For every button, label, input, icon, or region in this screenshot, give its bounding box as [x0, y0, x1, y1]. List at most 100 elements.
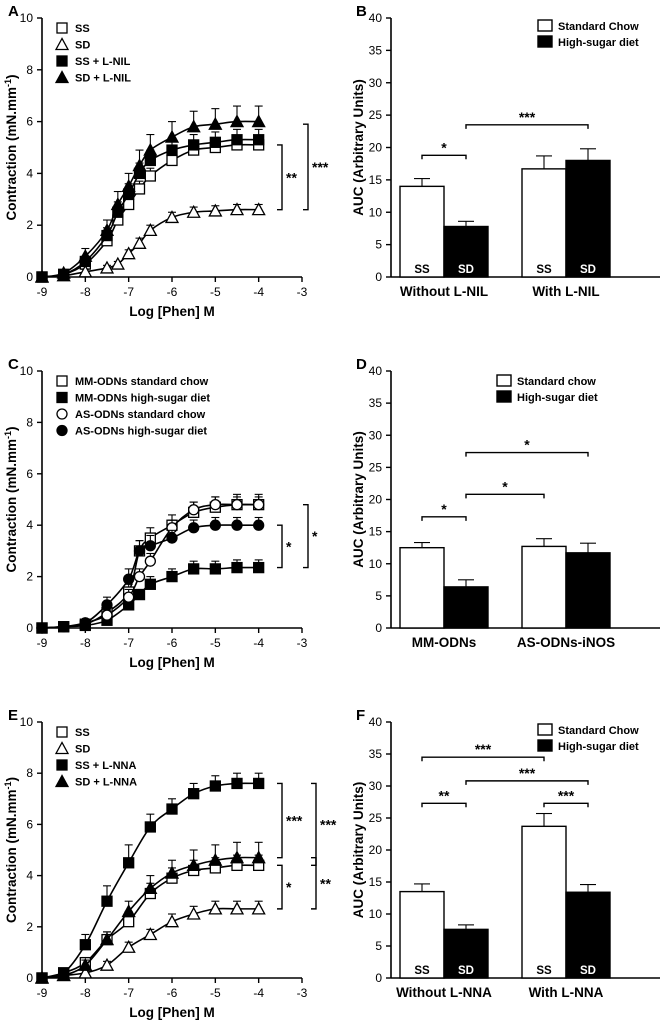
group-label: AS-ODNs-iNOS: [517, 635, 615, 650]
y-tick-label: 20: [369, 141, 383, 155]
x-tick-label: -5: [210, 285, 221, 299]
legend-swatch: [537, 723, 553, 736]
significance-bracket: [311, 782, 317, 867]
group-label: MM-ODNs: [412, 635, 477, 650]
significance-bracket: [311, 856, 317, 910]
significance-bracket: [303, 503, 309, 569]
data-point: [110, 197, 125, 211]
significance-label: *: [286, 879, 292, 895]
data-point: [144, 555, 156, 567]
bar-label: SD: [580, 965, 596, 977]
y-axis-label-close: ): [4, 426, 19, 431]
series-0: [36, 854, 265, 984]
data-point: [99, 260, 115, 274]
y-tick-label: 8: [26, 415, 33, 429]
y-tick-label: 2: [26, 218, 33, 232]
x-tick-label: -7: [123, 636, 134, 650]
bar: [521, 825, 567, 979]
y-tick-label: 15: [369, 525, 383, 539]
data-point: [121, 178, 136, 193]
data-point: [208, 116, 223, 130]
bar-chart-panel-b: B 0 5 10 15 20 25 30 35 40 AUC (Arbitrary Units) SS…: [351, 3, 660, 299]
legend-label: SS + L-NIL: [75, 56, 131, 68]
y-axis-label-text: Contraction (mN.mm: [4, 87, 19, 221]
legend: Standard Chow High-sugar diet: [537, 19, 639, 49]
significance-bracket: [543, 802, 589, 808]
data-point: [231, 519, 243, 531]
legend-marker: [54, 70, 70, 84]
legend-marker: [56, 424, 68, 437]
y-tick-label: 30: [369, 428, 383, 442]
legend-label: MM-ODNs high-sugar diet: [75, 393, 210, 405]
data-point: [101, 895, 113, 907]
data-point: [253, 777, 265, 790]
bar-label: SD: [580, 264, 596, 276]
significance-label: ***: [286, 813, 303, 829]
data-point: [58, 621, 70, 633]
y-tick-label: 5: [375, 238, 382, 252]
data-point: [144, 154, 156, 167]
data-point: [164, 914, 180, 928]
data-point: [123, 857, 135, 869]
data-point: [123, 573, 135, 585]
significance-bracket: [421, 756, 545, 762]
data-point: [253, 519, 265, 531]
panel-letter: B: [356, 3, 367, 20]
bar: [565, 159, 611, 278]
data-point: [99, 223, 115, 237]
data-point: [143, 223, 158, 237]
data-point: [143, 142, 158, 156]
x-tick-label: -4: [253, 636, 264, 650]
legend-label: High-sugar diet: [558, 37, 639, 49]
significance-bracket: [421, 802, 467, 808]
data-point: [208, 203, 223, 217]
data-point: [99, 957, 115, 971]
y-tick-label: 0: [26, 270, 33, 284]
y-tick-label: 15: [369, 173, 383, 187]
data-point: [209, 519, 221, 531]
y-tick-label: 0: [375, 270, 382, 284]
data-point: [251, 850, 266, 864]
bar: [565, 552, 611, 629]
data-point: [229, 850, 245, 864]
data-point: [101, 599, 113, 611]
legend-marker: [56, 759, 68, 771]
significance-label: ***: [558, 787, 575, 803]
data-point: [133, 545, 146, 557]
y-tick-label: 20: [369, 493, 383, 507]
significance-label: *: [441, 139, 447, 155]
data-point: [144, 170, 156, 182]
panel-letter: E: [8, 707, 18, 724]
legend-label: SD: [75, 40, 90, 52]
y-axis-label-text: Contraction (mN.mm: [4, 439, 19, 573]
data-point: [253, 561, 265, 574]
series-3: [34, 841, 266, 984]
x-tick-label: -3: [297, 986, 308, 1000]
y-tick-label: 40: [369, 715, 383, 729]
legend: SS SD SS + L-NIL SD + L-NIL: [54, 22, 131, 85]
legend-swatch: [537, 739, 553, 752]
data-point: [164, 129, 180, 143]
y-tick-label: 6: [26, 115, 33, 129]
y-tick-label: 10: [369, 205, 383, 219]
data-point: [78, 965, 93, 979]
significance-label: ***: [475, 741, 492, 757]
data-point: [164, 210, 180, 224]
legend-marker: [56, 375, 68, 387]
y-axis-label: Contraction (mN.mm-1): [3, 74, 19, 220]
data-point: [186, 204, 201, 218]
bar: [443, 225, 489, 278]
group-label: With L-NNA: [529, 985, 604, 1000]
y-tick-label: 6: [26, 467, 33, 481]
bar-label: SS: [414, 264, 430, 276]
legend: Standard Chow High-sugar diet: [537, 723, 639, 753]
data-point: [166, 803, 178, 815]
x-tick-label: -5: [210, 986, 221, 1000]
data-point: [229, 202, 245, 216]
y-tick-label: 40: [369, 11, 383, 25]
data-point: [164, 865, 180, 879]
data-point: [229, 114, 245, 128]
legend-marker: [56, 726, 68, 738]
data-point: [208, 852, 223, 866]
data-point: [231, 498, 243, 511]
